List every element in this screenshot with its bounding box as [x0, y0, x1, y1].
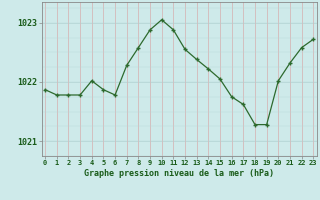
X-axis label: Graphe pression niveau de la mer (hPa): Graphe pression niveau de la mer (hPa) [84, 169, 274, 178]
